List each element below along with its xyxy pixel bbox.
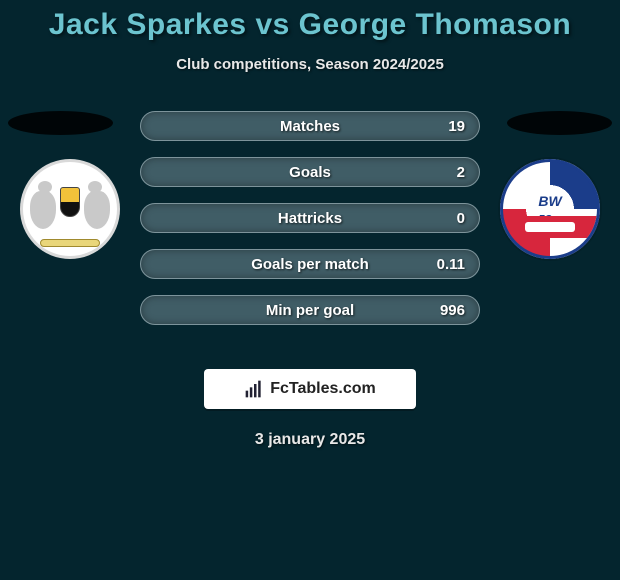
stat-bars: Matches 19 Goals 2 Hattricks 0 Goals per match… — [140, 111, 480, 341]
brand-text: FcTables.com — [270, 380, 376, 398]
stat-bar: Goals 2 — [140, 157, 480, 187]
stat-label: Hattricks — [278, 210, 342, 227]
stat-value: 19 — [448, 118, 465, 135]
club-badge-left — [20, 159, 120, 259]
stat-bar: Goals per match 0.11 — [140, 249, 480, 279]
stat-value: 0 — [457, 210, 465, 227]
page-title: Jack Sparkes vs George Thomason — [0, 0, 620, 42]
date-text: 3 january 2025 — [0, 431, 620, 449]
player-a-name: Jack Sparkes — [49, 8, 247, 41]
player-b-name: George Thomason — [299, 8, 572, 41]
stat-bar: Matches 19 — [140, 111, 480, 141]
stat-value: 2 — [457, 164, 465, 181]
player-b-shadow — [507, 111, 612, 135]
vs-text: vs — [255, 8, 289, 41]
stat-label: Matches — [280, 118, 340, 135]
player-a-shadow — [8, 111, 113, 135]
stat-value: 996 — [440, 302, 465, 319]
stat-bar: Hattricks 0 — [140, 203, 480, 233]
competition-season: Club competitions, Season 2024/2025 — [0, 56, 620, 73]
bolton-crest-icon: BW FC — [500, 159, 600, 259]
badge-right-initials: BW — [538, 193, 561, 209]
stat-value: 0.11 — [437, 256, 465, 273]
brand-badge[interactable]: FcTables.com — [204, 369, 416, 409]
comparison-area: BW FC Matches 19 Goals 2 Hattricks 0 Goals per… — [0, 111, 620, 351]
bar-chart-icon — [244, 379, 264, 399]
club-badge-right: BW FC — [500, 159, 600, 259]
stat-label: Min per goal — [266, 302, 354, 319]
stat-label: Goals per match — [251, 256, 369, 273]
exeter-crest-icon — [30, 169, 110, 249]
stat-label: Goals — [289, 164, 331, 181]
stat-bar: Min per goal 996 — [140, 295, 480, 325]
